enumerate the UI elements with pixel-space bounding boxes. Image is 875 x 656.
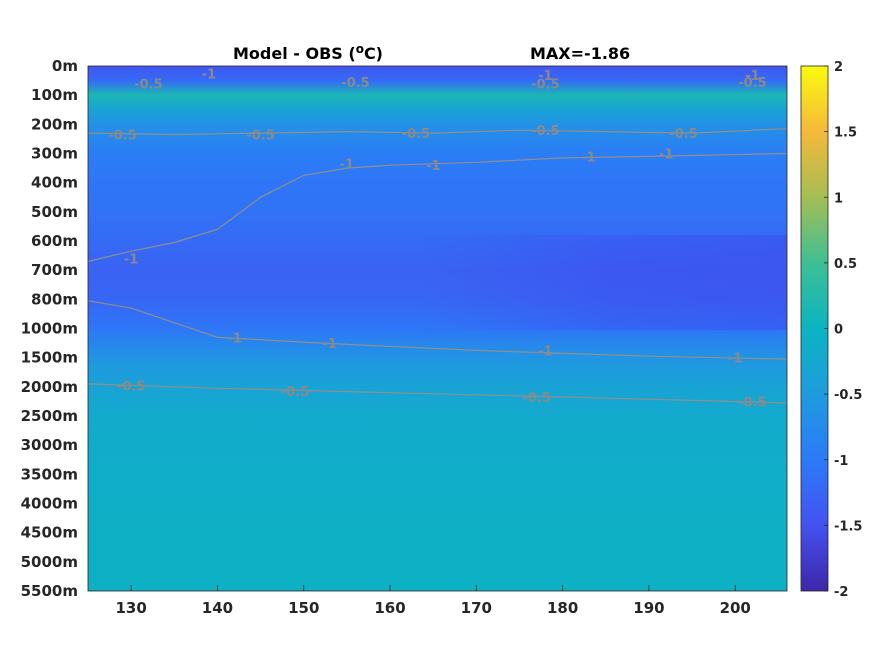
contour-label: -1 [124,253,138,268]
contour-label: -1 [322,337,336,352]
y-tick-label: 4000m [21,495,78,513]
y-tick-label: 200m [31,115,78,133]
contour-label: -0.5 [117,379,145,394]
y-tick-label: 800m [31,290,78,308]
contour-label: -0.5 [531,78,559,93]
colorbar-tick-label: -1.5 [834,519,862,534]
contour-line [88,383,787,404]
y-tick-label: 700m [31,261,78,279]
x-tick-label: 200 [720,599,751,617]
contour-label: -0.5 [246,129,274,144]
cold-core [420,235,787,330]
contour-line [88,128,787,136]
y-tick-label: 2500m [21,407,78,425]
contour-label: -0.5 [134,78,162,93]
contour-label: -1 [581,150,595,165]
contour-line [88,152,787,262]
x-tick-label: 190 [633,599,664,617]
contour-label: -1 [745,69,759,84]
y-tick-label: 600m [31,232,78,250]
x-tick-label: 150 [288,599,319,617]
plot-area: -0.5-1-0.5 -1-0.5-1-0.5-0.5 -0.5 -0.5 -0.5 -0… [88,66,787,591]
title-main: Model - OBS ( [233,44,356,63]
x-axis: 130 140 150 160 170 180 190 200 [115,585,751,617]
y-tick-label: 500m [31,203,78,221]
y-tick-label: 4500m [21,524,78,542]
colorbar-gradient [800,65,829,592]
contour-label: -0.5 [108,129,136,144]
contour-label: -1 [538,344,552,359]
y-tick-label: 300m [31,145,78,163]
contour-label: -1 [227,331,241,346]
y-tick-label: 100m [31,86,78,104]
contour-label: -0.5 [523,391,551,406]
contour-lines [88,128,787,404]
contour-label: -0.5 [281,385,309,400]
y-tick-label: 1500m [21,349,78,367]
colorbar-tick-label: -2 [834,585,848,600]
x-tick-label: 130 [115,599,146,617]
plot-frame [87,65,788,592]
colorbar-tick-label: 0 [834,323,843,338]
contour-label: -1 [538,69,552,84]
colorbar-tick-label: 2 [834,60,843,75]
contour-label: -1 [728,352,742,367]
colorbar-tick-label: -0.5 [834,388,862,403]
contour-labels: -0.5-1-0.5 -1-0.5-1-0.5-0.5 -0.5 -0.5 -0.5 -0… [108,67,766,410]
y-tick-label: 5000m [21,553,78,571]
contour-label: -1 [426,159,440,174]
y-tick-label: 3500m [21,465,78,483]
y-tick-label: 3000m [21,436,78,454]
contour-label: -0.5 [531,124,559,139]
colorbar-ticks: 2 1.5 1 0.5 0 -0.5 -1 -1.5 -2 [824,60,862,600]
contour-label: -0.5 [341,76,369,91]
y-tick-label: 2000m [21,378,78,396]
x-tick-label: 140 [202,599,233,617]
title-unit: C) [364,44,383,63]
colorbar-tick-label: -1 [834,454,848,469]
y-tick-label: 1000m [21,320,78,338]
contour-label: -0.5 [402,127,430,142]
contour-label: -0.5 [669,127,697,142]
x-tick-label: 160 [374,599,405,617]
contour-label: -1 [340,158,354,173]
chart-max-label: MAX=-1.86 [530,44,630,63]
title-unit-sup: o [356,42,364,56]
x-tick-label: 170 [461,599,492,617]
colorbar: 2 1.5 1 0.5 0 -0.5 -1 -1.5 -2 [800,60,862,600]
y-tick-label: 0m [52,57,78,75]
y-tick-label: 400m [31,174,78,192]
x-tick-label: 180 [547,599,578,617]
y-axis: 0m 100m 200m 300m 400m 500m 600m 700m 800m 1000m 1… [21,57,78,600]
colorbar-tick-label: 1 [834,191,843,206]
colorbar-tick-label: 1.5 [834,126,857,141]
contour-label: -0.5 [738,76,766,91]
chart-title: Model - OBS (oC) [233,42,383,63]
contour-label: -0.5 [738,395,766,410]
contour-label: -1 [202,67,216,82]
colorbar-tick-label: 0.5 [834,257,857,272]
y-tick-label: 5500m [21,582,78,600]
contour-label: -1 [659,148,673,163]
contour-line [88,300,787,360]
